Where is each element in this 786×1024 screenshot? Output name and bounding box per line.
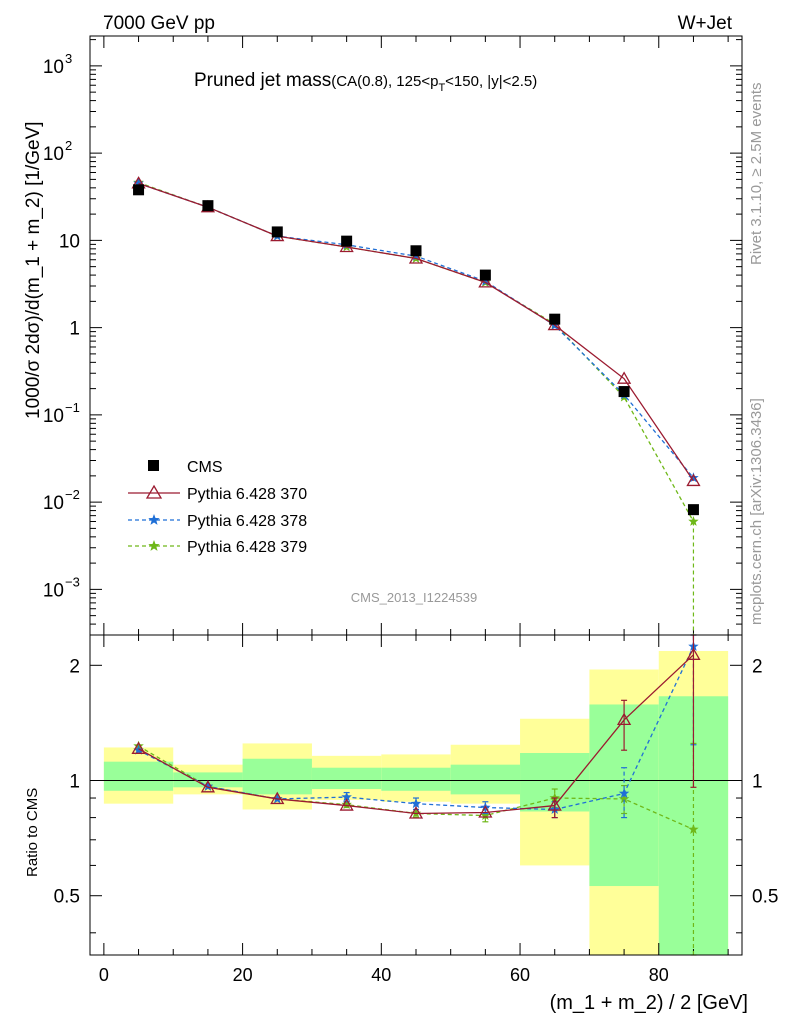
y-tick-label: 10 — [43, 493, 64, 514]
data-point — [202, 200, 214, 212]
data-point — [479, 269, 491, 281]
series-point — [408, 251, 424, 264]
data-point — [687, 504, 699, 516]
ratio-line — [138, 654, 694, 815]
band-green — [103, 761, 174, 791]
ratio-y-tick-label-right: 2 — [752, 656, 763, 677]
ratio-y-tick-label-right: 0.5 — [752, 887, 778, 908]
ratio-point — [478, 805, 493, 818]
rivet-label: Rivet 3.1.10, ≥ 2.5M events — [748, 83, 765, 266]
data-point — [271, 226, 283, 238]
ratio-point — [618, 787, 630, 798]
ratio-point — [341, 799, 352, 810]
plot-title-sub-prefix: (CA(0.8), 125<p — [331, 73, 438, 90]
legend-marker-cms — [148, 460, 159, 471]
x-tick-label: 40 — [371, 965, 391, 985]
x-tick-label: 0 — [99, 965, 109, 985]
data-point — [410, 245, 422, 257]
x-tick-label: 20 — [233, 965, 253, 985]
y-tick-exponent: −2 — [65, 487, 80, 502]
y-tick-exponent: −1 — [65, 400, 80, 415]
ratio-panel-series — [131, 634, 701, 956]
band-green — [311, 767, 382, 790]
y-tick-exponent: 2 — [65, 138, 72, 153]
series-line — [138, 182, 694, 479]
ratio-point — [410, 798, 422, 809]
series-line — [138, 182, 694, 482]
legend-marker-379 — [148, 540, 160, 551]
x-tick-label: 60 — [510, 965, 530, 985]
plot-title: Pruned jet mass(CA(0.8), 125<pT<150, |y|… — [194, 70, 537, 94]
ratio-point — [133, 744, 144, 755]
legend: CMS Pythia 6.428 370 Pythia 6.428 378 Py… — [128, 459, 307, 556]
header-left: 7000 GeV pp — [103, 13, 215, 34]
legend-label-378: Pythia 6.428 378 — [187, 513, 307, 530]
series-point — [478, 275, 493, 288]
ratio-y-tick-label: 2 — [69, 656, 80, 677]
series-point — [688, 515, 699, 526]
ratio-y-tick-label: 1 — [69, 772, 80, 793]
band-green — [242, 758, 312, 795]
analysis-watermark: CMS_2013_I1224539 — [351, 590, 478, 605]
y-tick-label: 10 — [43, 580, 64, 601]
ratio-point — [341, 791, 352, 802]
bottom-y-axis-title: Ratio to CMS — [24, 788, 41, 877]
ratio-point — [547, 798, 562, 811]
ratio-point — [339, 798, 354, 811]
header-right: W+Jet — [678, 13, 733, 34]
ratio-point — [480, 810, 491, 820]
legend-label-cms: CMS — [187, 459, 223, 476]
mcplots-label: mcplots.cern.ch [arXiv:1306.3436] — [748, 398, 765, 625]
series-point — [686, 473, 701, 487]
plot-title-main: Pruned jet mass — [194, 70, 331, 91]
ratio-point — [408, 806, 424, 819]
plot-title-sub-subscript: T — [438, 82, 445, 94]
band-green — [381, 767, 451, 791]
y-tick-label: 10 — [43, 144, 64, 165]
data-point — [618, 386, 630, 398]
y-tick-label: 1 — [69, 319, 80, 340]
plot-title-sub-suffix: <150, |y|<2.5) — [445, 73, 537, 90]
legend-marker-378 — [148, 514, 160, 525]
ratio-y-tick-label-right: 1 — [752, 772, 763, 793]
ratio-y-tick-label: 0.5 — [54, 887, 80, 908]
ratio-point — [686, 647, 701, 660]
x-axis-title: (m_1 + m_2) / 2 [GeV] — [550, 992, 748, 1014]
ratio-point — [688, 823, 699, 834]
data-point — [341, 235, 353, 247]
data-point — [133, 184, 145, 196]
y-tick-exponent: 3 — [65, 51, 72, 66]
y-tick-label: 10 — [43, 406, 64, 427]
legend-label-379: Pythia 6.428 379 — [187, 539, 307, 556]
ratio-point — [270, 791, 285, 805]
top-y-axis-title: 1000/σ 2dσ)/d(m_1 + m_2) [1/GeV] — [23, 121, 44, 419]
legend-marker-370 — [145, 484, 163, 499]
series-point — [480, 275, 491, 286]
series-point — [616, 371, 632, 384]
series-point — [133, 177, 144, 188]
series-point — [688, 472, 699, 483]
data-point — [549, 313, 561, 325]
band-green — [173, 772, 243, 788]
ratio-panel-frame — [89, 634, 743, 956]
y-tick-label: 10 — [59, 231, 80, 252]
ratio-point — [616, 712, 632, 726]
ratio-point — [131, 741, 146, 754]
y-tick-label: 10 — [43, 57, 64, 78]
top-panel-series — [131, 176, 701, 635]
ratio-point — [200, 779, 216, 793]
ratio-point — [202, 780, 214, 791]
band-green — [450, 764, 521, 795]
legend-label-370: Pythia 6.428 370 — [187, 486, 307, 503]
y-tick-exponent: −3 — [65, 574, 80, 589]
ratio-point — [618, 793, 630, 804]
x-tick-label: 80 — [649, 965, 669, 985]
